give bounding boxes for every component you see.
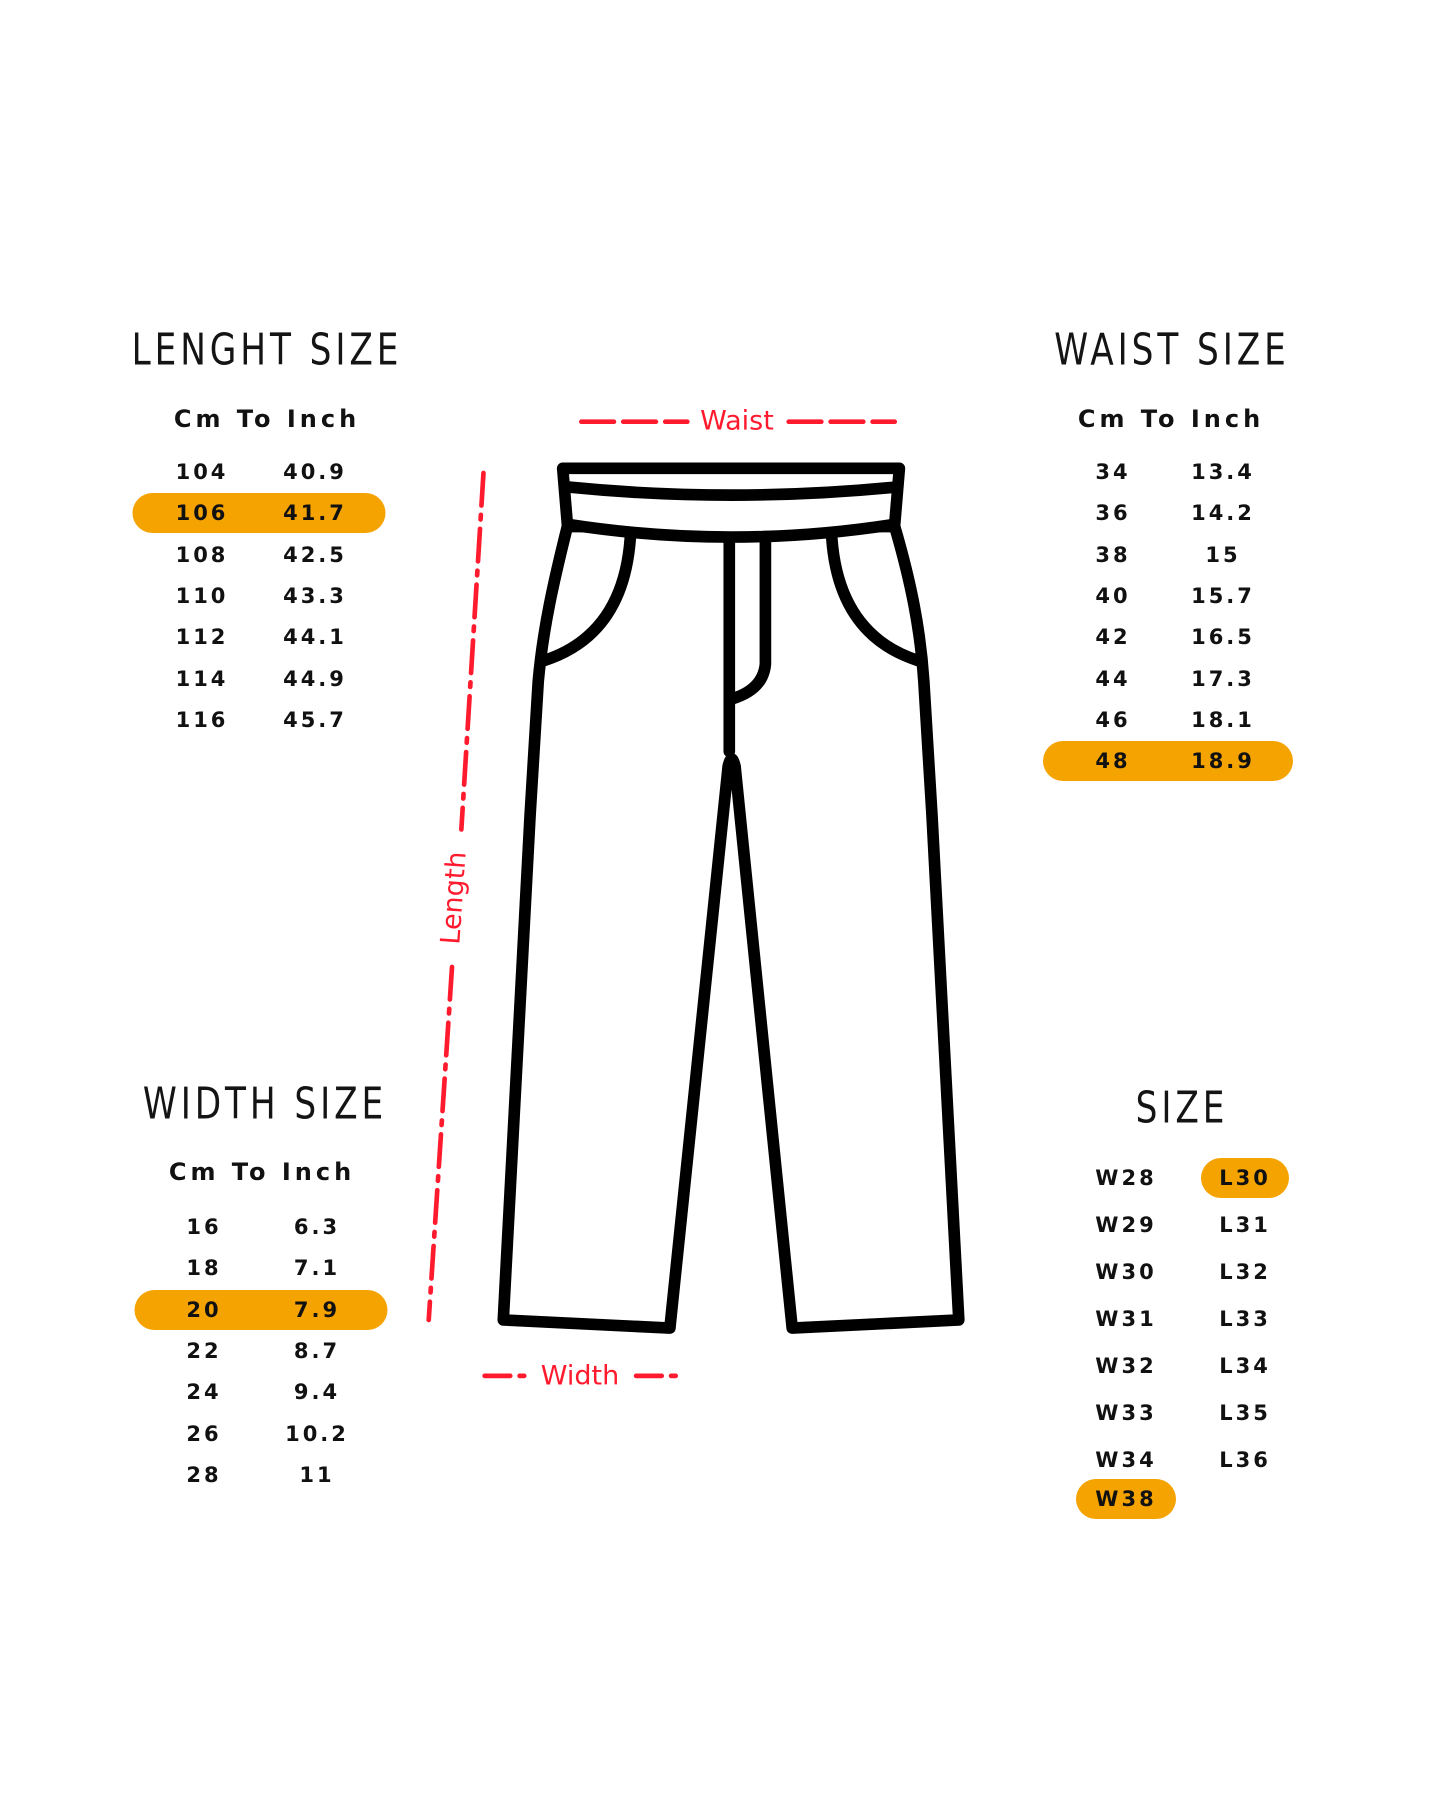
cm-value: 34 [1095,460,1131,484]
length-size: L36 [1219,1448,1271,1472]
size-title: SIZE [1135,1082,1229,1134]
cm-value: 48 [1095,749,1131,774]
cm-value: 116 [175,707,229,732]
waist-table-subtitle: Cm To Inch [1077,405,1265,433]
cm-value: 104 [175,460,229,484]
pants-icon [497,462,965,1334]
waist-size: W34 [1095,1448,1157,1472]
highlight-mark [132,493,385,534]
inch-value: 18.9 [1191,749,1255,774]
length-size: L33 [1219,1307,1271,1331]
inch-value: 18.1 [1191,707,1255,732]
inch-value: 6.3 [293,1215,341,1239]
inch-value: 10.2 [285,1421,349,1446]
length-table-title: LENGHT SIZE [131,324,403,376]
length-size: L31 [1219,1213,1271,1237]
waist-size: W29 [1095,1213,1157,1237]
cm-value: 38 [1095,542,1131,567]
cm-value: 110 [175,583,229,608]
cm-value: 16 [186,1215,222,1239]
inch-value: 9.4 [293,1380,341,1405]
cm-value: 24 [186,1380,222,1405]
cm-value: 114 [175,666,229,691]
inch-value: 40.9 [283,460,347,484]
waist-label: Waist [694,405,780,437]
cm-value: 112 [175,625,229,650]
highlight-mark [1043,741,1293,782]
length-dash-top [459,470,486,832]
inch-value: 45.7 [283,707,347,732]
inch-value: 17.3 [1191,666,1255,691]
width-table-title: WIDTH SIZE [142,1078,388,1130]
cm-value: 18 [186,1256,222,1281]
highlight-mark [1076,1479,1176,1519]
inch-value: 41.7 [283,501,347,526]
width-table-subtitle: Cm To Inch [168,1158,356,1186]
measure-lines [426,419,898,1379]
waist-size: W30 [1095,1260,1157,1284]
inch-value: 42.5 [283,542,347,567]
length-size: L30 [1219,1166,1271,1190]
cm-value: 106 [175,501,229,526]
length-size: L32 [1219,1260,1271,1284]
inch-value: 13.4 [1191,460,1255,484]
cm-value: 40 [1095,583,1131,608]
inch-value: 44.9 [283,666,347,691]
waist-table-title: WAIST SIZE [1054,324,1290,376]
inch-value: 14.2 [1191,501,1255,526]
inch-value: 7.9 [293,1297,341,1322]
width-label: Width [534,1360,626,1392]
cm-value: 22 [186,1338,222,1363]
waist-size: W31 [1095,1307,1157,1331]
inch-value: 43.3 [283,583,347,608]
inch-value: 11 [299,1462,335,1487]
waist-size: W32 [1095,1354,1157,1378]
cm-value: 36 [1095,501,1131,526]
highlight-mark [1201,1158,1289,1198]
inch-value: 7.1 [293,1256,341,1281]
waist-size: W38 [1095,1487,1157,1511]
cm-value: 46 [1095,707,1131,732]
inch-value: 15.7 [1191,583,1255,608]
length-table-subtitle: Cm To Inch [173,405,361,433]
cm-value: 26 [186,1421,222,1446]
cm-value: 42 [1095,625,1131,650]
cm-value: 44 [1095,666,1131,691]
highlight-mark [134,1289,387,1330]
length-size: L34 [1219,1354,1271,1378]
inch-value: 16.5 [1191,625,1255,650]
cm-value: 20 [186,1297,222,1322]
inch-value: 15 [1205,542,1241,567]
inch-value: 44.1 [283,625,347,650]
cm-value: 108 [175,542,229,567]
waist-size: W28 [1095,1166,1157,1190]
inch-value: 8.7 [293,1338,341,1363]
waist-size: W33 [1095,1401,1157,1425]
length-size: L35 [1219,1401,1271,1425]
length-dash-bottom [426,964,455,1323]
cm-value: 28 [186,1462,222,1487]
